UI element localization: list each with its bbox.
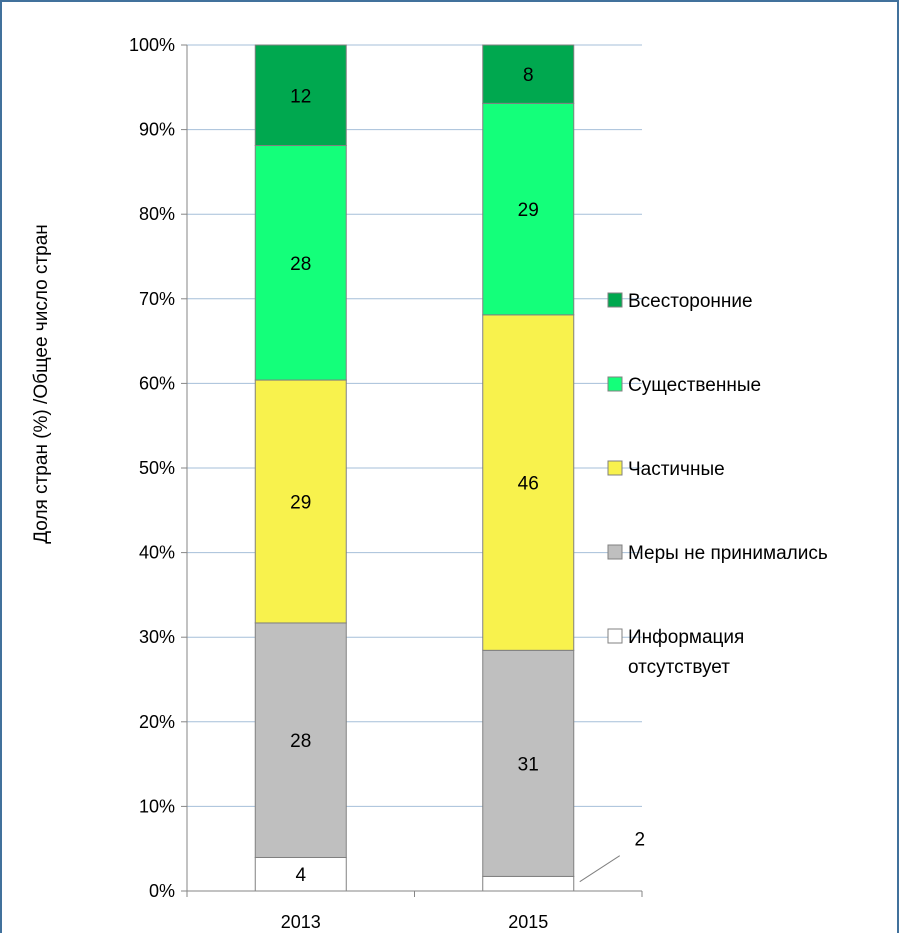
y-tick-label: 90% xyxy=(139,120,175,140)
y-tick-label: 100% xyxy=(129,35,175,55)
legend-label: Всесторонние xyxy=(628,291,753,312)
legend-label: Меры не принимались xyxy=(628,543,828,564)
legend-swatch xyxy=(607,628,623,644)
bar-segment xyxy=(482,314,575,651)
data-label: 8 xyxy=(523,65,534,86)
data-label: 12 xyxy=(290,86,311,107)
legend-swatch xyxy=(607,460,623,476)
data-label: 4 xyxy=(295,865,306,886)
y-tick-label: 50% xyxy=(139,458,175,478)
legend-swatch xyxy=(607,292,623,308)
y-axis-title: Доля стран (%) /Общее число стран xyxy=(31,224,52,544)
data-label: 46 xyxy=(518,474,539,495)
bar-segment xyxy=(254,379,347,624)
x-tick-label: 2015 xyxy=(508,912,548,932)
data-label: 29 xyxy=(518,200,539,221)
bar-segment xyxy=(482,649,575,877)
y-tick-label: 70% xyxy=(139,289,175,309)
data-label: 28 xyxy=(290,254,311,275)
y-tick-label: 80% xyxy=(139,204,175,224)
bar-segment xyxy=(482,875,575,892)
data-label: 29 xyxy=(290,493,311,514)
x-axis: 2013 2015 xyxy=(186,890,643,932)
bar-segment xyxy=(482,44,575,104)
data-label: 31 xyxy=(518,754,539,775)
data-label: 2 xyxy=(634,830,645,851)
y-tick-label: 40% xyxy=(139,543,175,563)
y-tick-label: 10% xyxy=(139,796,175,816)
y-tick-label: 0% xyxy=(149,881,175,901)
y-axis: 0% 10% 20% 30% 40% 50% 60% 70% 80% 90% 100% xyxy=(129,35,188,901)
legend-swatch xyxy=(607,544,623,560)
legend-label: Существенные xyxy=(628,375,761,396)
legend-swatch xyxy=(607,376,623,392)
legend-label: отсутствует xyxy=(628,657,730,678)
y-tick-label: 30% xyxy=(139,627,175,647)
y-tick-label: 60% xyxy=(139,373,175,393)
legend-label: Информация xyxy=(628,627,744,648)
bar-segment xyxy=(254,145,347,381)
y-tick-label: 20% xyxy=(139,712,175,732)
data-label-leader-line xyxy=(579,855,621,883)
data-label: 28 xyxy=(290,731,311,752)
bar-segment xyxy=(254,44,347,147)
bar-segment xyxy=(482,102,575,316)
bars: 4 28 29 28 12 2 31 46 29 8 xyxy=(254,44,645,892)
legend: Всесторонние Существенные Частичные Меры не… xyxy=(607,291,828,678)
x-tick-label: 2013 xyxy=(281,912,321,932)
legend-label: Частичные xyxy=(628,459,725,480)
